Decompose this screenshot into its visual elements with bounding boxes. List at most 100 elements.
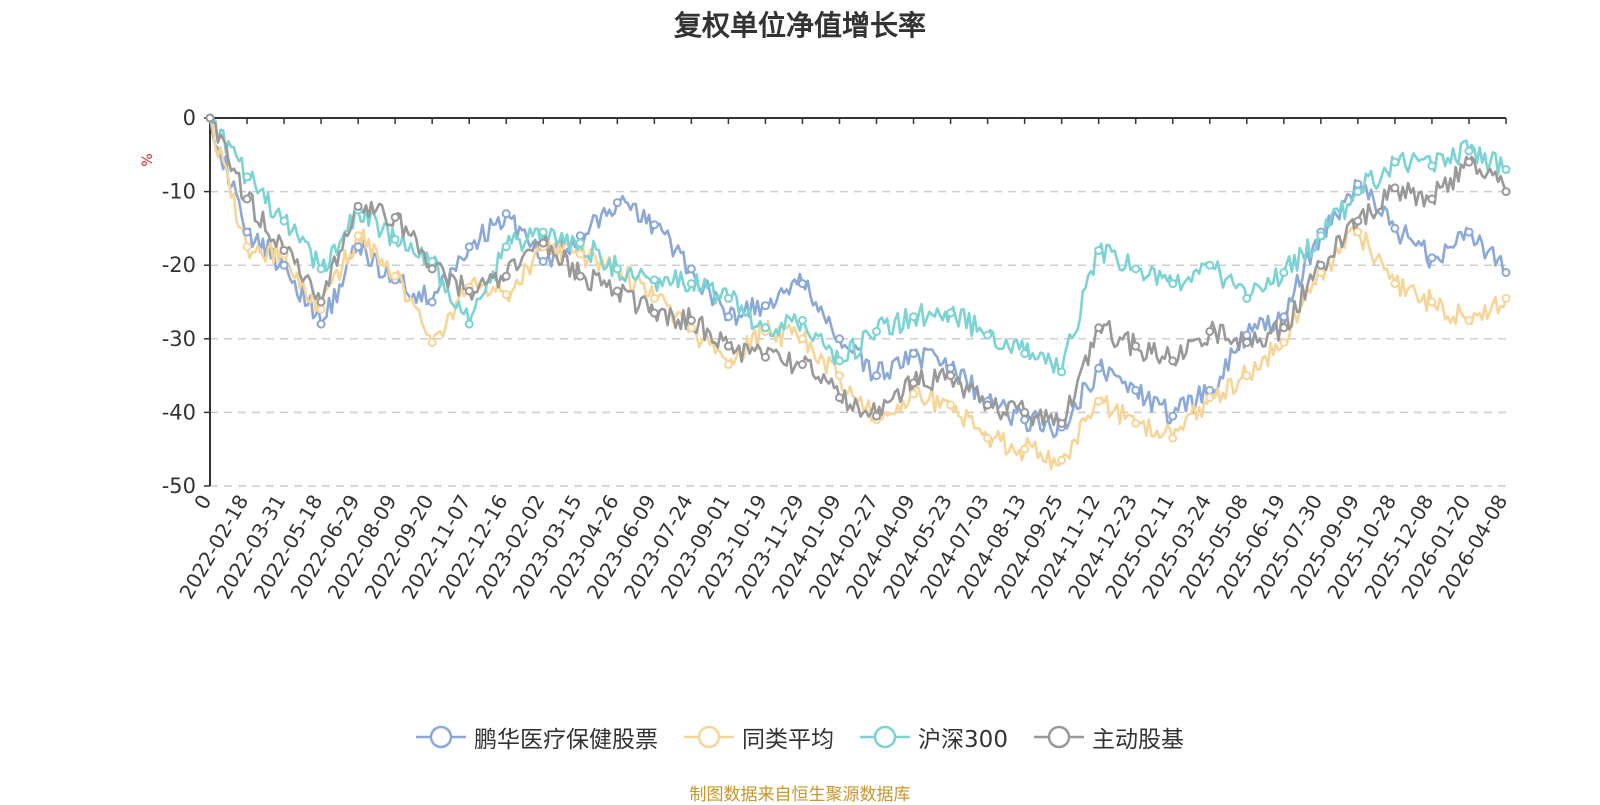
data-point bbox=[427, 337, 437, 347]
data-point bbox=[1353, 216, 1363, 226]
data-point bbox=[760, 352, 770, 362]
data-point bbox=[1353, 179, 1363, 189]
data-point bbox=[1205, 385, 1215, 395]
data-point bbox=[1020, 415, 1030, 425]
y-tick-label: -20 bbox=[162, 253, 196, 277]
y-axis-unit-label: % bbox=[140, 153, 156, 166]
legend-item[interactable]: 主动股基 bbox=[1033, 720, 1184, 754]
data-point bbox=[797, 315, 807, 325]
data-point bbox=[612, 198, 622, 208]
data-point bbox=[1390, 157, 1400, 167]
data-point bbox=[909, 312, 919, 322]
data-point bbox=[1205, 393, 1215, 403]
data-point bbox=[1501, 187, 1511, 197]
data-point bbox=[1242, 371, 1252, 381]
legend-label: 沪深300 bbox=[918, 727, 1008, 753]
data-point bbox=[1353, 227, 1363, 237]
data-point bbox=[575, 238, 585, 248]
data-point bbox=[723, 341, 733, 351]
data-point bbox=[649, 275, 659, 285]
series-markers bbox=[205, 113, 1511, 465]
data-point bbox=[834, 334, 844, 344]
data-point bbox=[872, 326, 882, 336]
data-point bbox=[242, 194, 252, 204]
data-point bbox=[1168, 411, 1178, 421]
data-point bbox=[649, 220, 659, 230]
source-note: 制图数据来自恒生聚源数据库 bbox=[689, 785, 911, 805]
legend-line-icon bbox=[416, 725, 467, 749]
data-point bbox=[1131, 341, 1141, 351]
y-tick-label: -30 bbox=[162, 327, 196, 351]
data-point bbox=[1427, 297, 1437, 307]
data-point bbox=[316, 304, 326, 314]
series-line bbox=[209, 116, 1507, 375]
data-point bbox=[1057, 418, 1067, 428]
data-point bbox=[983, 330, 993, 340]
data-point bbox=[760, 323, 770, 333]
data-point bbox=[909, 389, 919, 399]
data-point bbox=[1501, 268, 1511, 278]
data-point bbox=[464, 319, 474, 329]
data-point bbox=[723, 360, 733, 370]
legend-item[interactable]: 同类平均 bbox=[684, 720, 834, 754]
y-tick-label: 0 bbox=[183, 106, 196, 130]
data-point bbox=[946, 308, 956, 318]
data-point bbox=[1020, 349, 1030, 359]
series-line bbox=[208, 117, 1508, 471]
data-point bbox=[1464, 146, 1474, 156]
data-point bbox=[1057, 367, 1067, 377]
data-point bbox=[353, 231, 363, 241]
data-point bbox=[946, 400, 956, 410]
data-point bbox=[1390, 279, 1400, 289]
data-point bbox=[1279, 323, 1289, 333]
data-point bbox=[353, 201, 363, 211]
legend-label: 同类平均 bbox=[742, 727, 835, 753]
data-point bbox=[834, 371, 844, 381]
data-point bbox=[1427, 253, 1437, 263]
data-point bbox=[1168, 356, 1178, 366]
legend-label: 鹏华医疗保健股票 bbox=[474, 727, 659, 753]
data-point bbox=[1353, 187, 1363, 197]
legend-item[interactable]: 沪深300 bbox=[860, 720, 1008, 754]
data-point bbox=[760, 301, 770, 311]
data-point bbox=[205, 113, 215, 123]
data-point bbox=[575, 271, 585, 281]
chart-title: 复权单位净值增长率 bbox=[673, 9, 926, 42]
data-point bbox=[797, 279, 807, 289]
data-point bbox=[1279, 268, 1289, 278]
data-point bbox=[1316, 268, 1326, 278]
data-point bbox=[427, 257, 437, 267]
data-point bbox=[1390, 183, 1400, 193]
data-point bbox=[797, 334, 807, 344]
data-point bbox=[1501, 293, 1511, 303]
data-point bbox=[909, 378, 919, 388]
data-point bbox=[1131, 418, 1141, 428]
legend-line-icon bbox=[860, 725, 911, 749]
data-point bbox=[1057, 455, 1067, 465]
data-point bbox=[1168, 433, 1178, 443]
axes: 0-10-20-30-40-5002022-02-182022-03-31202… bbox=[162, 106, 1513, 603]
data-point bbox=[1094, 363, 1104, 373]
data-point bbox=[390, 234, 400, 244]
data-point bbox=[1427, 194, 1437, 204]
data-point bbox=[242, 172, 252, 182]
data-point bbox=[1205, 326, 1215, 336]
data-point bbox=[1168, 279, 1178, 289]
data-point bbox=[501, 290, 511, 300]
data-point bbox=[316, 264, 326, 274]
data-point bbox=[797, 360, 807, 370]
data-point bbox=[501, 242, 511, 252]
data-point bbox=[1464, 157, 1474, 167]
data-point bbox=[723, 312, 733, 322]
data-point bbox=[1242, 330, 1252, 340]
legend-item[interactable]: 鹏华医疗保健股票 bbox=[416, 720, 658, 754]
data-point bbox=[686, 264, 696, 274]
y-tick-label: -10 bbox=[162, 180, 196, 204]
data-point bbox=[464, 242, 474, 252]
data-point bbox=[1094, 323, 1104, 333]
data-point bbox=[909, 349, 919, 359]
data-point bbox=[575, 249, 585, 259]
data-point bbox=[1242, 337, 1252, 347]
data-point bbox=[464, 286, 474, 296]
data-point bbox=[390, 212, 400, 222]
